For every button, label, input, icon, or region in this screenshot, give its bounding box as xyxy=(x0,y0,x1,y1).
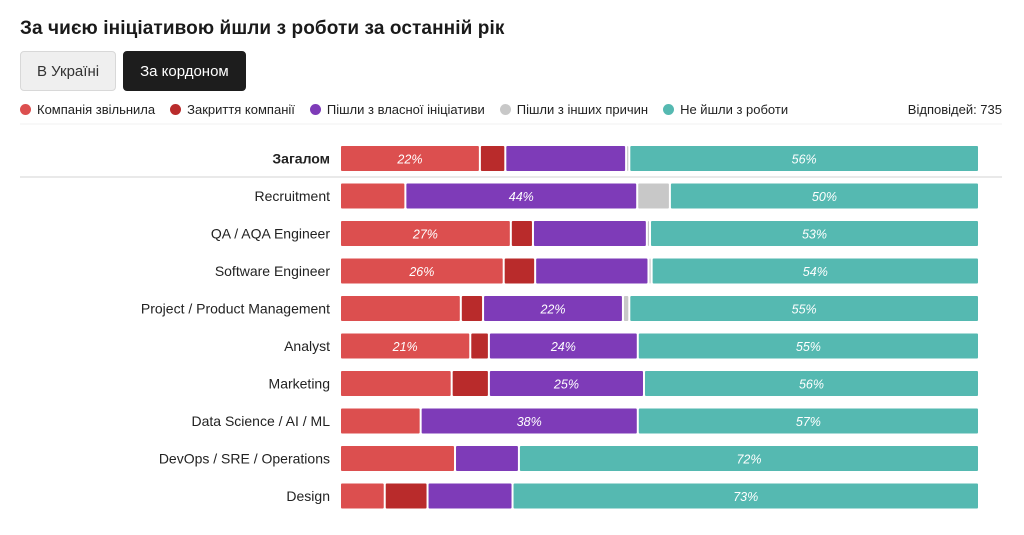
data-label: 21% xyxy=(392,340,418,354)
legend-dot-stayed xyxy=(663,104,675,115)
data-label: 56% xyxy=(792,153,817,167)
bar-segment xyxy=(341,333,470,359)
bar-segment xyxy=(627,146,629,171)
legend-label-other-reasons: Пішли з інших причин xyxy=(516,102,649,117)
data-label: 25% xyxy=(553,378,579,392)
data-label: 54% xyxy=(803,265,828,279)
data-label: 55% xyxy=(792,303,817,317)
bar-segment xyxy=(421,408,637,434)
data-label: 53% xyxy=(802,228,827,242)
bar-segment xyxy=(341,146,479,171)
legend-label-stayed: Не йшли з роботи xyxy=(680,102,789,117)
bar-segment xyxy=(489,371,643,396)
chart-legend: Компанія звільнила Закриття компанії Піш… xyxy=(20,102,803,117)
legend-item-own-initiative: Пішли з власної ініціативи xyxy=(309,102,485,117)
data-label: 27% xyxy=(412,228,438,242)
category-label: Marketing xyxy=(269,376,330,392)
category-label: Analyst xyxy=(284,338,330,354)
legend-item-stayed: Не йшли з роботи xyxy=(663,102,788,117)
bar-segment xyxy=(341,221,510,246)
data-label: 73% xyxy=(733,490,758,504)
bar-segment xyxy=(341,258,503,284)
category-label: Recruitment xyxy=(255,188,331,204)
legend-label-closed: Закриття компанії xyxy=(187,102,295,117)
legend-dot-fired xyxy=(20,104,31,115)
bar-segment xyxy=(341,408,420,434)
bar-segment xyxy=(341,183,405,209)
legend-dot-other-reasons xyxy=(499,104,511,115)
bar-segment xyxy=(480,146,505,171)
bar-segment xyxy=(651,221,978,246)
data-label: 72% xyxy=(736,453,761,467)
category-label: QA / AQA Engineer xyxy=(211,226,330,242)
bar-segment xyxy=(644,371,978,396)
data-label: 56% xyxy=(799,378,824,392)
category-label: Data Science / AI / ML xyxy=(191,413,330,429)
bar-segment xyxy=(623,296,629,321)
bar-segment xyxy=(533,221,646,246)
data-label: 22% xyxy=(539,303,565,317)
responses-count: Відповідей: 735 xyxy=(907,102,1002,117)
bar-segment xyxy=(652,258,978,284)
bar-segment xyxy=(647,221,650,246)
category-label: Загалом xyxy=(272,151,330,167)
bar-segment xyxy=(649,258,651,284)
chart-title: За чиєю ініціативою йшли з роботи за ост… xyxy=(20,18,505,39)
bar-segment xyxy=(630,296,978,321)
bar-segment xyxy=(504,258,535,284)
bar-segment xyxy=(484,296,622,321)
category-label: DevOps / SRE / Operations xyxy=(159,451,330,467)
bar-segment xyxy=(506,146,626,171)
bar-segment xyxy=(341,296,460,321)
bar-segment xyxy=(638,408,978,434)
data-label: 57% xyxy=(796,415,821,429)
bar-segment xyxy=(428,483,512,509)
bar-segment xyxy=(638,183,669,209)
bar-segment xyxy=(511,221,532,246)
bar-segment xyxy=(471,333,488,359)
bar-segment xyxy=(341,371,451,396)
bar-segment xyxy=(519,446,978,471)
category-label: Software Engineer xyxy=(215,263,331,279)
legend-item-other-reasons: Пішли з інших причин xyxy=(499,102,649,117)
bar-segment xyxy=(341,483,384,509)
legend-dot-closed xyxy=(170,104,182,115)
bar-segment xyxy=(670,183,978,209)
data-label: 24% xyxy=(550,340,576,354)
data-label: 26% xyxy=(408,265,434,279)
bar-segment xyxy=(461,296,483,321)
bar-segment xyxy=(513,483,978,509)
bar-segment xyxy=(638,333,978,359)
data-label: 44% xyxy=(509,190,534,204)
data-label: 22% xyxy=(396,153,422,167)
category-label: Project / Product Management xyxy=(141,301,330,317)
bar-segment xyxy=(406,183,637,209)
legend-item-closed: Закриття компанії xyxy=(170,102,295,117)
bar-segment xyxy=(630,146,978,171)
bar-segment xyxy=(385,483,427,509)
legend-label-fired: Компанія звільнила xyxy=(37,102,156,117)
legend-label-own-initiative: Пішли з власної ініціативи xyxy=(326,102,485,117)
bar-segment xyxy=(452,371,488,396)
bar-segment xyxy=(489,333,637,359)
tab-ukraine[interactable]: В Україні xyxy=(20,51,117,91)
bar-segment xyxy=(341,446,455,471)
data-label: 55% xyxy=(796,340,821,354)
data-label: 50% xyxy=(812,190,837,204)
legend-item-fired: Компанія звільнила xyxy=(20,102,155,117)
region-tabs: В Україні За кордоном xyxy=(20,51,246,91)
legend-dot-own-initiative xyxy=(309,104,321,115)
tab-abroad[interactable]: За кордоном xyxy=(123,51,246,91)
data-label: 38% xyxy=(517,415,542,429)
bar-segment xyxy=(456,446,518,471)
bar-segment xyxy=(536,258,648,284)
category-label: Design xyxy=(286,488,330,504)
